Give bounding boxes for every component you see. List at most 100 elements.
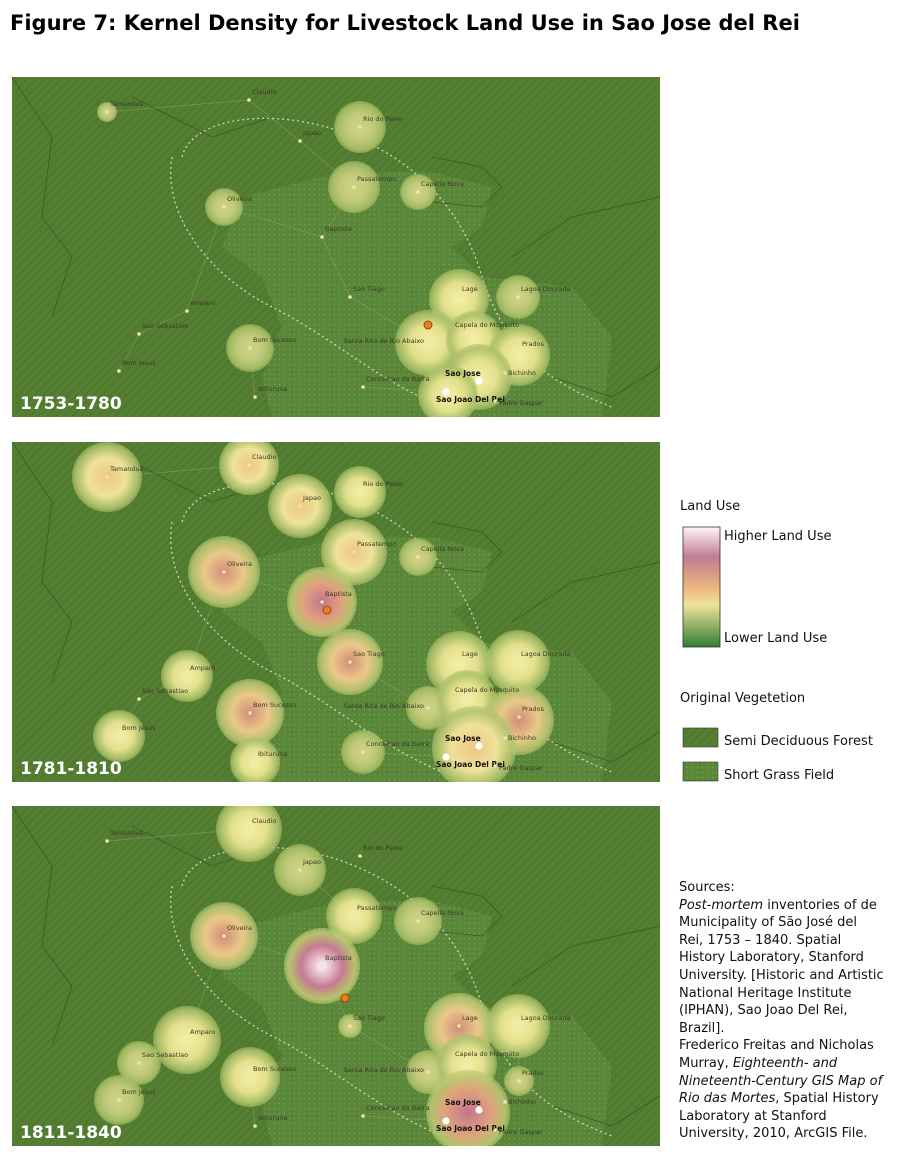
town [185,309,189,313]
place-label: Capela do Mosquito [455,1050,519,1058]
legend-item: Semi Deciduous Forest [724,734,873,749]
town [348,1024,352,1028]
town [298,868,302,872]
map-panel: Tamandua Claudio Japao Rio do Peixe Passatem… [12,806,660,1146]
town [222,934,226,938]
town [137,1061,141,1065]
place-label: Sao Jose [445,1098,481,1107]
town [493,1128,497,1132]
town [137,697,141,701]
place-label: Tamandua [109,100,144,108]
town [247,827,251,831]
place-label: Bom Sucesso [253,1065,296,1073]
place-label: Bichinho [508,1098,536,1106]
place-label: Lagoa Dourada [521,650,571,658]
source-text: Frederico Freitas and Nicholas Murray, [679,1038,874,1071]
place-label: Japao [302,494,321,502]
town [320,235,324,239]
town [358,125,362,129]
place-label: Sao Sebastiao [142,687,188,695]
map-content: Tamandua Claudio Japao Rio do Peixe Passatem… [12,806,660,1146]
place-label: Claudio [252,88,276,96]
density-area [426,1070,510,1146]
place-label: Capella Nova [421,909,464,917]
place-label: Rio do Peixe [363,844,403,852]
town [516,660,520,664]
town [137,332,141,336]
source-text: Eighteenth- and Nineteenth-Century GIS M… [679,1055,883,1107]
town [517,350,521,354]
place-label: Sao Tiago [353,285,385,293]
place-label: Padre Gaspar [499,399,543,407]
place-label: Capella Nova [421,180,464,188]
place-label: Sao Tiago [353,650,385,658]
town [248,1075,252,1079]
place-label: Sao Sebastiao [142,1051,188,1059]
marker [322,605,332,615]
town [426,706,430,710]
town [517,715,521,719]
place-label: Conceicao da Barra [366,375,429,383]
place-label: Padre Gaspar [499,1128,543,1136]
town [352,914,356,918]
place-label: Capela do Mosquito [455,686,519,694]
town [457,295,461,299]
town [248,711,252,715]
town [105,110,109,114]
place-label: Amparo [190,1028,215,1036]
place-label: Claudio [252,817,276,825]
town [253,760,257,764]
place-label: Sao Jose [445,369,481,378]
place-label: Bom Jesus [122,1088,156,1096]
town [253,1124,257,1128]
color-ramp [682,526,721,648]
place-label: Santa Rita do Rio Abaixo [344,337,424,345]
place-label: Passatempo [357,540,396,548]
legend-title: Land Use [680,499,740,514]
place-label: Bom Jesus [122,724,156,732]
marker [340,993,350,1003]
town [475,1106,483,1114]
place-label: Sao Joao Del Rei [436,760,505,769]
town [465,1060,469,1064]
town [358,854,362,858]
place-label: Ibituruna [258,385,287,393]
place-label: Amparo [190,299,215,307]
place-label: Lagoa Dourada [521,285,571,293]
boundary [12,806,660,1127]
period-label: 1753-1780 [20,394,122,414]
town [361,1114,365,1118]
place-label: Bichinho [508,369,536,377]
town [442,753,450,761]
town [361,750,365,754]
place-label: Ibituruna [258,1114,287,1122]
source: Frederico Freitas and Nicholas Murray, E… [679,1037,884,1143]
place-label: Japao [302,858,321,866]
town [442,1117,450,1125]
place-label: Prados [522,1069,545,1077]
boundary [12,77,660,398]
legend-low: Lower Land Use [724,631,827,646]
town [248,346,252,350]
place-label: Ibituruna [258,750,287,758]
period-label: 1781-1810 [20,759,122,779]
town [348,660,352,664]
town [503,1100,507,1104]
place-label: Passatempo [357,175,396,183]
town [320,600,324,604]
forest-swatch [682,727,719,748]
map-content: Tamandua Claudio Japao Rio do Peixe Passatem… [12,442,660,782]
town [416,919,420,923]
density-area [230,737,280,782]
town [185,674,189,678]
town [117,1098,121,1102]
town [117,734,121,738]
town [426,341,430,345]
place-label: Bom Sucesso [253,336,296,344]
town [105,475,109,479]
map-panel: Tamandua Claudio Japao Rio do Peixe Passatem… [12,442,660,782]
place-label: Capela do Mosquito [455,321,519,329]
town [416,190,420,194]
town [475,377,483,385]
